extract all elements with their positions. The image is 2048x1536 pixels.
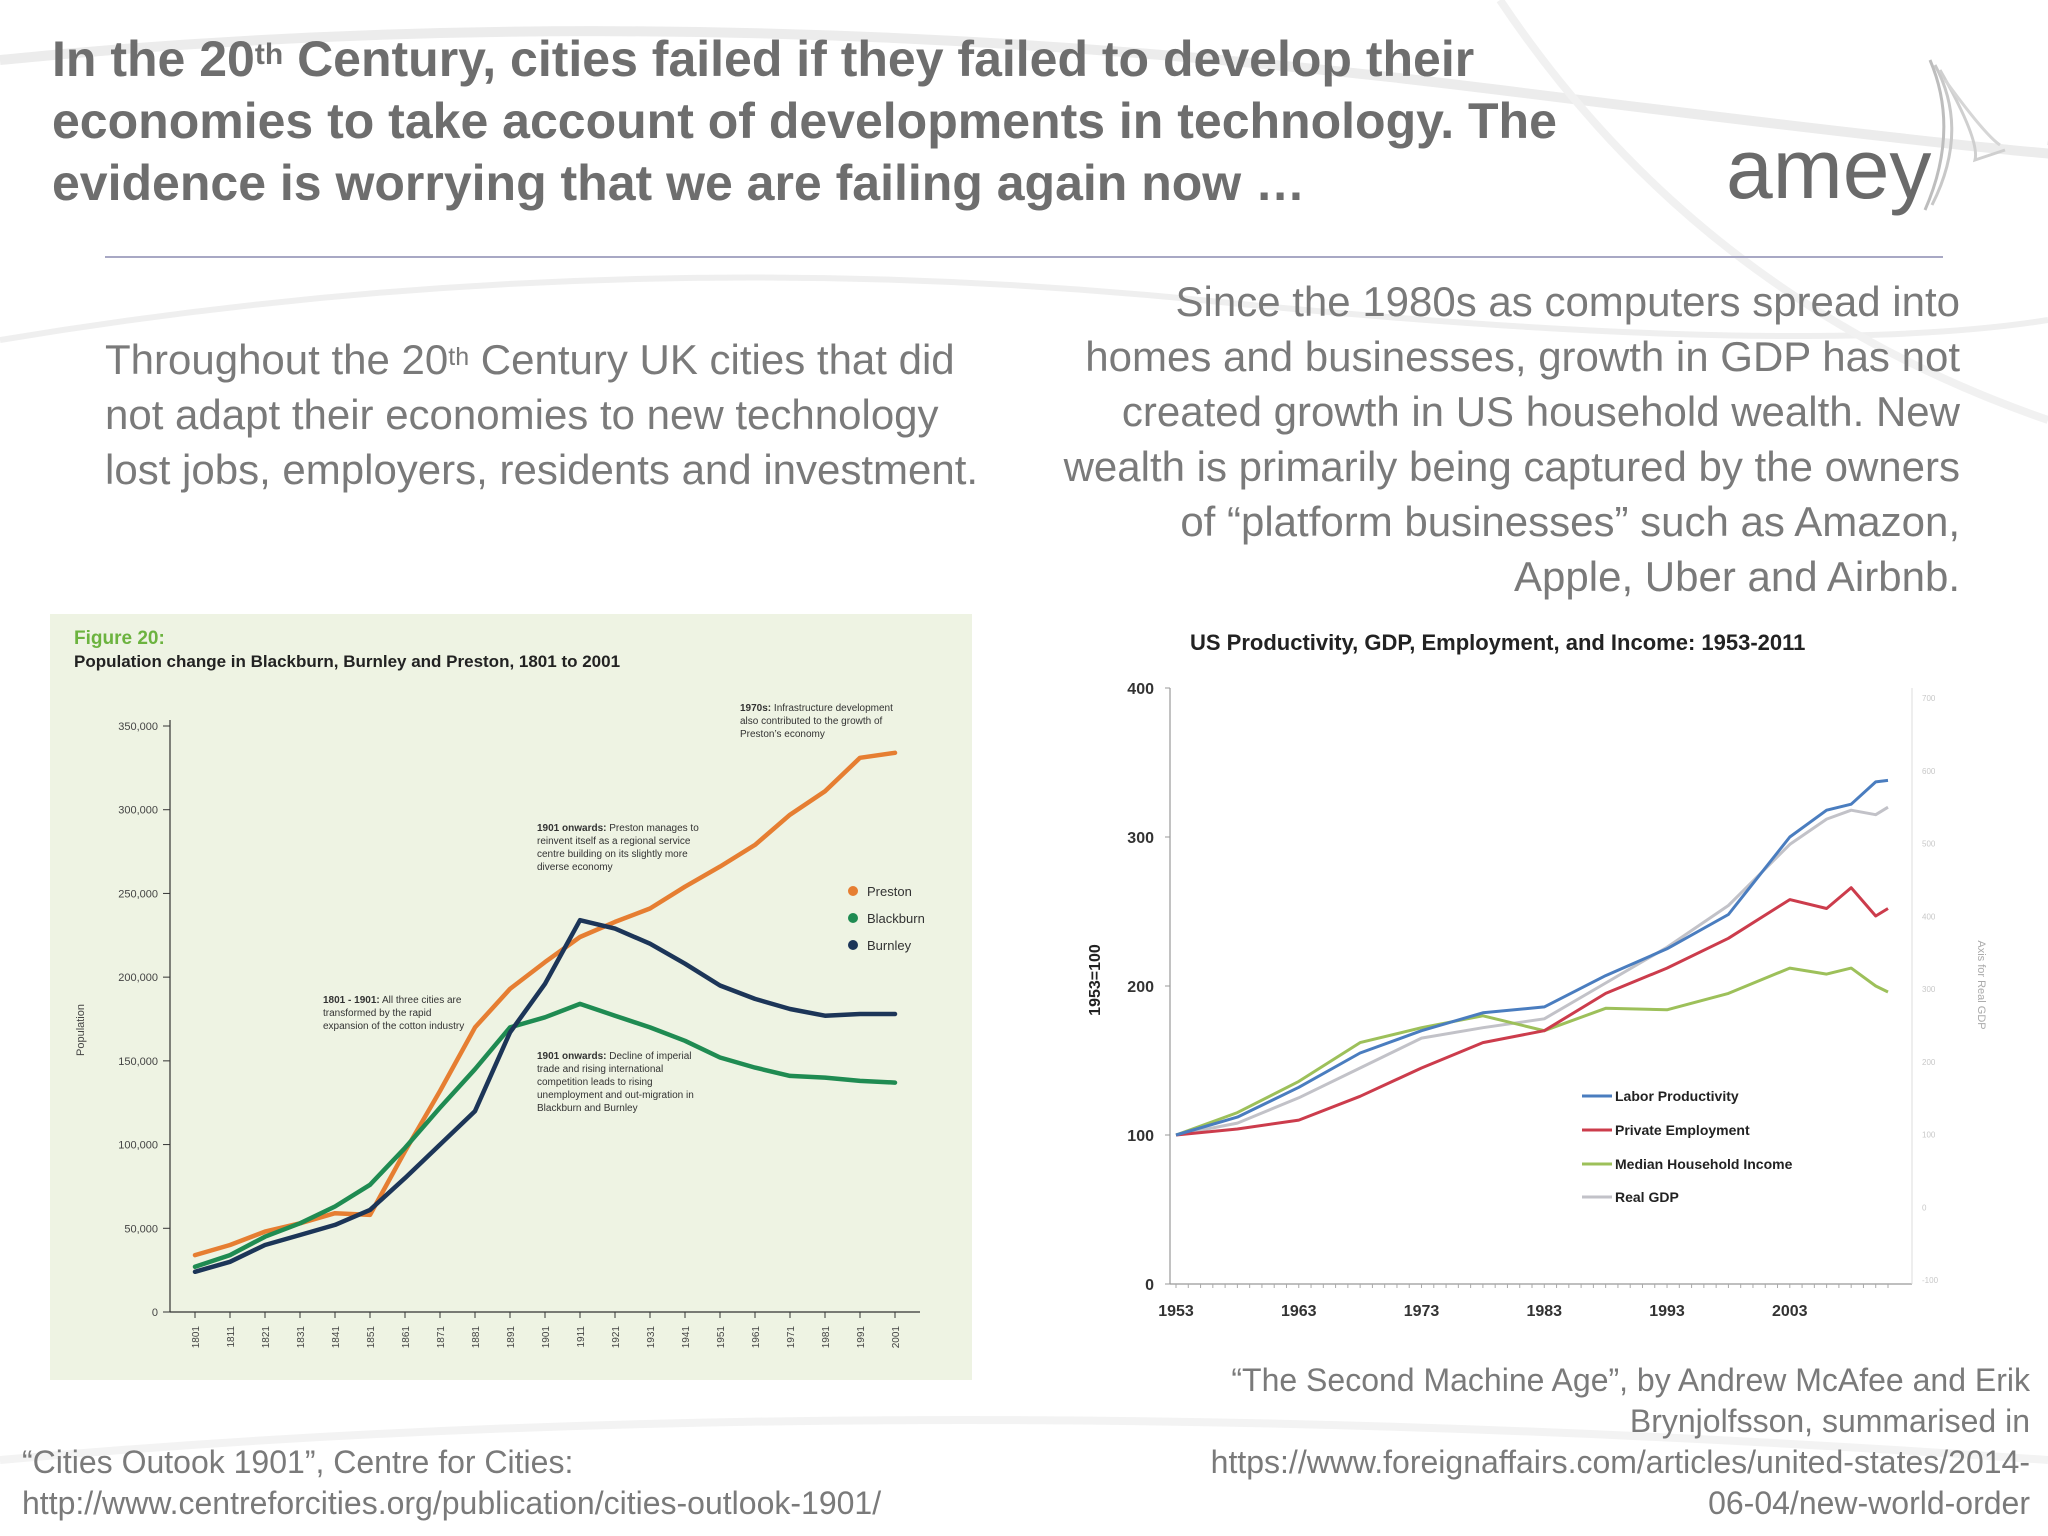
chart2-right-tick-label: 600 <box>1922 767 1936 776</box>
chart2-line-median-household-income <box>1175 966 1889 1137</box>
chart2-line-labor-productivity <box>1175 778 1889 1137</box>
chart1-x-tick-label: 2001 <box>891 1326 902 1349</box>
chart2-ylabel-right: Axis for Real GDP <box>1975 940 1987 1029</box>
chart1-x-tick-label: 1811 <box>226 1326 237 1348</box>
chart1-x-tick-label: 1991 <box>856 1326 867 1349</box>
annotation-1901-decline: 1901 onwards: Decline of imperial trade … <box>537 1051 694 1114</box>
chart1-x-tick-label: 1911 <box>576 1326 587 1348</box>
chart1-x-tick-label: 1831 <box>296 1326 307 1349</box>
chart2-right-tick-label: 200 <box>1922 1058 1936 1067</box>
chart1-ylabel: Population <box>75 1004 87 1056</box>
annotation-1901-preston: 1901 onwards: Preston manages to reinven… <box>537 823 699 873</box>
chart2-right-tick-label: 400 <box>1922 912 1936 921</box>
chart1-line-blackburn <box>192 1001 898 1270</box>
chart1-x-tick-label: 1951 <box>716 1326 727 1349</box>
chart1-x-tick-label: 1971 <box>786 1326 797 1349</box>
legend-label-preston: Preston <box>867 884 912 899</box>
citation-right-line1: “The Second Machine Age”, by Andrew McAf… <box>1231 1362 2030 1398</box>
legend-marker-blackburn <box>848 913 858 923</box>
chart2-right-tick-label: -100 <box>1922 1276 1939 1285</box>
us-productivity-chart: US Productivity, GDP, Employment, and In… <box>1087 630 1987 1320</box>
legend-marker-burnley <box>848 940 858 950</box>
chart1-y-tick-label: 300,000 <box>118 805 158 817</box>
chart2-right-tick-label: 0 <box>1922 1203 1927 1212</box>
chart1-x-tick-label: 1941 <box>681 1326 692 1349</box>
chart1-x-tick-label: 1921 <box>611 1326 622 1349</box>
legend-label-income: Median Household Income <box>1615 1156 1793 1172</box>
legend-label-employment: Private Employment <box>1615 1122 1750 1138</box>
chart2-legend: Labor Productivity Private Employment Me… <box>1582 1088 1793 1205</box>
chart1-title: Population change in Blackburn, Burnley … <box>74 652 620 671</box>
population-chart: Figure 20: Population change in Blackbur… <box>74 628 925 1349</box>
amey-logo: amey <box>1726 59 2006 216</box>
chart2-right-tick-label: 100 <box>1922 1131 1936 1140</box>
chart1-y-tick-label: 100,000 <box>118 1140 158 1152</box>
chart2-right-tick-label: 500 <box>1922 840 1936 849</box>
annotation-1970s: 1970s: Infrastructure development also c… <box>740 703 893 740</box>
chart1-y-tick-label: 50,000 <box>124 1223 158 1235</box>
chart1-x-tick-label: 1981 <box>821 1326 832 1349</box>
chart1-x-tick-label: 1861 <box>401 1326 412 1349</box>
citation-right: “The Second Machine Age”, by Andrew McAf… <box>1100 1360 2030 1524</box>
chart1-x-tick-label: 1851 <box>366 1326 377 1349</box>
chart2-y-tick-label: 0 <box>1145 1277 1154 1294</box>
logo-swoosh-icon <box>1923 59 2006 211</box>
chart1-x-tick-label: 1841 <box>331 1326 342 1349</box>
chart1-line-burnley <box>192 917 898 1275</box>
figure-label: Figure 20: <box>74 628 165 649</box>
logo-text: amey <box>1726 122 1931 216</box>
citation-left-line1: “Cities Outook 1901”, Centre for Cities: <box>22 1444 574 1480</box>
chart2-y-tick-label: 200 <box>1127 979 1154 996</box>
legend-label-blackburn: Blackburn <box>867 911 925 926</box>
chart2-ylabel: 1953=100 <box>1087 944 1104 1016</box>
annotation-1801-1901: 1801 - 1901: All three cities are transf… <box>323 995 464 1032</box>
header-divider <box>105 256 1943 258</box>
chart1-y-tick-label: 0 <box>152 1307 158 1319</box>
legend-label-productivity: Labor Productivity <box>1615 1088 1739 1104</box>
chart1-legend: Preston Blackburn Burnley <box>848 884 925 953</box>
chart2-title: US Productivity, GDP, Employment, and In… <box>1190 630 1805 655</box>
citation-right-link-line2[interactable]: 06-04/new-world-order <box>1708 1485 2030 1521</box>
chart2-line-real-gdp <box>1175 805 1889 1137</box>
chart2-right-tick-label: 700 <box>1922 694 1936 703</box>
chart2-x-tick-label: 1993 <box>1649 1303 1685 1320</box>
citation-right-line2: Brynjolfsson, summarised in <box>1629 1403 2030 1439</box>
chart1-x-tick-label: 1881 <box>471 1326 482 1349</box>
citation-right-link-line1[interactable]: https://www.foreignaffairs.com/articles/… <box>1210 1444 2030 1480</box>
chart2-y-tick-label: 100 <box>1127 1128 1154 1145</box>
chart1-y-tick-label: 350,000 <box>118 721 158 733</box>
legend-label-gdp: Real GDP <box>1615 1189 1679 1205</box>
chart1-x-tick-label: 1901 <box>541 1326 552 1349</box>
slide-title: In the 20th Century, cities failed if th… <box>52 31 1557 211</box>
chart1-x-tick-label: 1931 <box>646 1326 657 1349</box>
legend-marker-preston <box>848 886 858 896</box>
left-paragraph: Throughout the 20th Century UK cities th… <box>105 336 979 493</box>
chart2-x-tick-label: 1953 <box>1158 1303 1194 1320</box>
chart1-x-tick-label: 1821 <box>261 1326 272 1349</box>
population-chart-panel: Figure 20: Population change in Blackbur… <box>50 614 972 1380</box>
chart1-y-tick-label: 200,000 <box>118 972 158 984</box>
citation-left: “Cities Outook 1901”, Centre for Cities:… <box>22 1442 1022 1524</box>
chart1-x-tick-label: 1871 <box>436 1326 447 1349</box>
chart2-right-tick-label: 300 <box>1922 985 1936 994</box>
chart2-x-tick-label: 1983 <box>1526 1303 1562 1320</box>
citation-left-link[interactable]: http://www.centreforcities.org/publicati… <box>22 1485 882 1521</box>
chart1-x-tick-label: 1801 <box>191 1326 202 1349</box>
chart1-x-tick-label: 1961 <box>751 1326 762 1349</box>
chart1-y-tick-label: 150,000 <box>118 1056 158 1068</box>
right-paragraph: Since the 1980s as computers spread into… <box>1063 278 1960 600</box>
legend-label-burnley: Burnley <box>867 938 912 953</box>
chart2-x-tick-label: 1963 <box>1281 1303 1317 1320</box>
chart1-x-tick-label: 1891 <box>506 1326 517 1349</box>
chart2-y-tick-label: 400 <box>1127 681 1154 698</box>
chart2-x-tick-label: 2003 <box>1772 1303 1808 1320</box>
chart2-x-tick-label: 1973 <box>1404 1303 1440 1320</box>
chart2-y-tick-label: 300 <box>1127 830 1154 847</box>
us-productivity-chart-panel: US Productivity, GDP, Employment, and In… <box>1070 620 2010 1320</box>
chart1-y-tick-label: 250,000 <box>118 888 158 900</box>
chart2-line-private-employment <box>1175 886 1889 1137</box>
